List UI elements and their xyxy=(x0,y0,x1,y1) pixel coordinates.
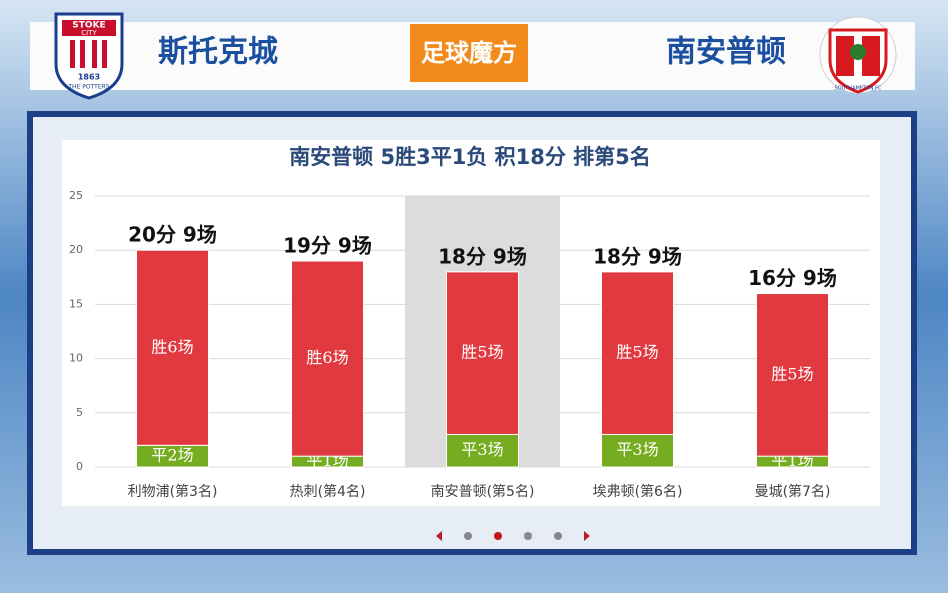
x-tick-label: 曼城(第7名) xyxy=(755,483,831,500)
total-label: 18分 9场 xyxy=(593,244,682,268)
segment-label: 平3场 xyxy=(461,440,503,459)
badge-text: 1863 xyxy=(78,73,100,82)
y-tick-label: 25 xyxy=(69,189,83,202)
bar-segment xyxy=(136,249,209,446)
page-dot[interactable] xyxy=(524,532,532,540)
badge-text: THE POTTERS xyxy=(67,84,109,91)
total-label: 19分 9场 xyxy=(283,234,372,258)
away-team: 南安普顿 xyxy=(666,35,786,70)
bar-segment xyxy=(446,433,519,468)
y-tick-label: 20 xyxy=(69,243,83,256)
segment-label: 胜5场 xyxy=(461,343,503,362)
badge-text: CITY xyxy=(81,29,97,37)
badge-text: STOKE xyxy=(72,21,105,31)
next-arrow[interactable] xyxy=(584,531,590,541)
segment-label: 平3场 xyxy=(616,440,658,459)
bar-segment xyxy=(756,293,829,457)
x-tick-label: 热刺(第4名) xyxy=(290,483,366,500)
y-tick-label: 0 xyxy=(76,460,83,473)
bar-segment xyxy=(601,271,674,435)
page-dot[interactable] xyxy=(554,532,562,540)
page-dot[interactable] xyxy=(464,532,472,540)
x-tick-label: 南安普顿(第5名) xyxy=(431,483,535,500)
away-badge: SOUTHAMPTON FC xyxy=(819,16,897,94)
badge-text: SOUTHAMPTON FC xyxy=(834,86,882,92)
home-team: 斯托克城 xyxy=(158,35,278,70)
chart-title: 南安普顿 5胜3平1负 积18分 排第5名 xyxy=(289,145,651,169)
y-tick-label: 5 xyxy=(76,406,83,419)
bar-segment xyxy=(601,433,674,468)
home-badge: STOKE CITY 1863 THE POTTERS xyxy=(54,12,124,100)
page-dot[interactable] xyxy=(494,532,502,540)
segment-label: 胜6场 xyxy=(151,337,193,356)
x-tick-label: 利物浦(第3名) xyxy=(128,483,218,500)
segment-label: 胜5场 xyxy=(616,343,658,362)
segment-label: 胜5场 xyxy=(771,364,813,383)
segment-label: 平2场 xyxy=(151,446,193,465)
segment-label: 胜6场 xyxy=(306,348,348,367)
logo-box xyxy=(410,24,528,82)
x-tick-label: 埃弗顿(第6名) xyxy=(593,483,683,500)
total-label: 16分 9场 xyxy=(748,266,837,290)
prev-arrow[interactable] xyxy=(436,531,442,541)
carousel[interactable] xyxy=(436,531,590,541)
logo: 足球魔方 xyxy=(421,39,517,67)
bar-segment xyxy=(446,271,519,435)
total-label: 18分 9场 xyxy=(438,244,527,268)
y-tick-label: 15 xyxy=(69,297,83,310)
y-tick-label: 10 xyxy=(69,352,83,365)
bar-segment xyxy=(291,260,364,457)
total-label: 20分 9场 xyxy=(128,223,217,247)
